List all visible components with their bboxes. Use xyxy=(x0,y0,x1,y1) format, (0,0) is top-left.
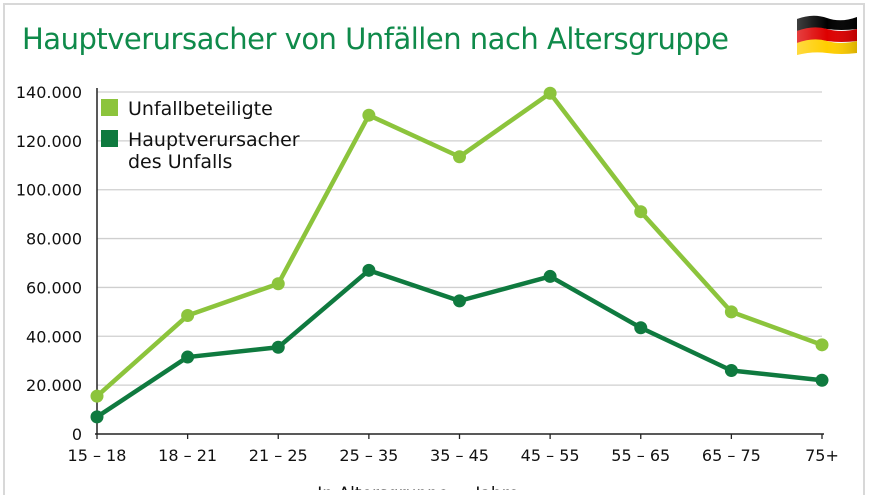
germany-flag-icon xyxy=(797,15,857,55)
legend-label: des Unfalls xyxy=(128,151,232,173)
data-point xyxy=(543,86,557,100)
data-point xyxy=(90,410,104,424)
data-point xyxy=(724,305,738,319)
chart-frame xyxy=(3,3,865,495)
y-tick-label: 120.000 xyxy=(16,132,82,151)
data-point xyxy=(181,350,195,364)
y-tick-label: 100.000 xyxy=(16,181,82,200)
data-point xyxy=(181,309,195,323)
legend-swatch-1 xyxy=(101,130,118,147)
y-tick-label: 80.000 xyxy=(26,230,82,249)
x-tick-label: 65 – 75 xyxy=(702,446,761,465)
y-tick-label: 60.000 xyxy=(26,278,82,297)
data-point xyxy=(543,269,557,283)
data-point xyxy=(815,338,829,352)
y-tick-label: 140.000 xyxy=(16,83,82,102)
y-tick-label: 40.000 xyxy=(26,327,82,346)
legend-swatch-0 xyxy=(101,99,118,116)
x-tick-label: 25 – 35 xyxy=(339,446,398,465)
x-tick-label: 18 – 21 xyxy=(158,446,217,465)
data-point xyxy=(362,108,376,122)
legend-label: Hauptverursacher xyxy=(128,129,300,151)
x-tick-label: 21 – 25 xyxy=(249,446,308,465)
data-point xyxy=(271,340,285,354)
x-tick-label: 15 – 18 xyxy=(68,446,127,465)
y-tick-label: 0 xyxy=(72,425,82,444)
data-point xyxy=(634,205,648,219)
y-tick-label: 20.000 xyxy=(26,376,82,395)
data-point xyxy=(634,321,648,335)
data-point xyxy=(362,263,376,277)
x-tick-label: 55 – 65 xyxy=(611,446,670,465)
x-tick-label: 35 – 45 xyxy=(430,446,489,465)
chart-title: Hauptverursacher von Unfällen nach Alter… xyxy=(22,22,729,56)
data-point xyxy=(271,277,285,291)
legend-label: Unfallbeteiligte xyxy=(128,98,273,120)
data-point xyxy=(815,373,829,387)
x-tick-label: 45 – 55 xyxy=(521,446,580,465)
x-axis-label: In Altersgruppe ... Jahre xyxy=(317,484,518,490)
data-point xyxy=(724,363,738,377)
data-point xyxy=(453,150,466,164)
x-tick-label: 75+ xyxy=(805,446,839,465)
data-point xyxy=(90,389,104,403)
data-point xyxy=(453,294,466,308)
